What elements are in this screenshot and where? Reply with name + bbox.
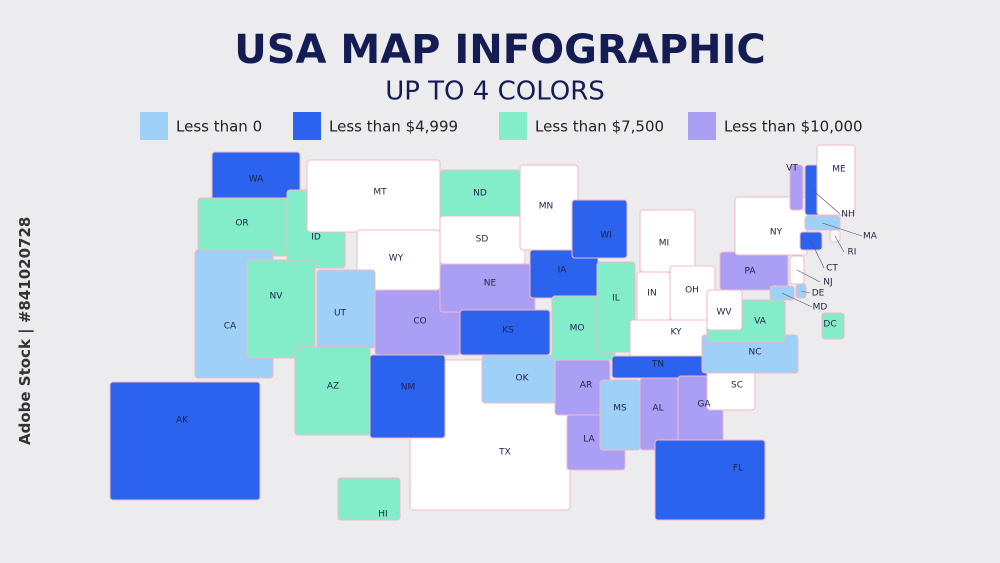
state-label: OK: [516, 374, 530, 384]
state-shape: [629, 319, 711, 359]
state-label: WI: [600, 231, 612, 241]
state-label: IA: [558, 266, 568, 276]
state-label: WA: [249, 175, 264, 185]
state-label: MD: [813, 303, 828, 313]
state-label: MS: [613, 404, 627, 414]
state-label: IL: [612, 294, 620, 304]
state-label: VT: [786, 164, 798, 174]
state-label: NV: [270, 292, 284, 302]
state-shape: [109, 381, 261, 501]
state-label: CT: [826, 264, 838, 274]
state-shape: [816, 144, 856, 216]
state-label: WY: [389, 254, 404, 264]
state-label: ID: [311, 233, 321, 243]
title: USA MAP INFOGRAPHIC: [234, 27, 765, 73]
state-label: OR: [235, 219, 248, 229]
state-label: TN: [651, 360, 664, 370]
state-shape: [571, 199, 628, 259]
state-label: OH: [685, 286, 699, 296]
state-label: MO: [570, 324, 585, 334]
state-label: MI: [659, 239, 669, 249]
state-label: NY: [770, 228, 783, 238]
state-label: NE: [484, 279, 497, 289]
state-label: ND: [473, 189, 487, 199]
state-label: GA: [697, 400, 711, 410]
leader-line: [781, 292, 813, 308]
state-label: VA: [754, 317, 767, 327]
leader-line: [796, 269, 821, 283]
state-label: AL: [652, 404, 663, 414]
state-label: HI: [378, 510, 387, 520]
state-shape: [789, 164, 804, 211]
legend-swatch: [499, 112, 527, 140]
subtitle: UP TO 4 COLORS: [385, 77, 605, 107]
legend-label: Less than 0: [176, 118, 262, 136]
watermark: Adobe Stock | #841020728: [16, 217, 35, 445]
state-label: MA: [863, 232, 878, 242]
state-label: SD: [476, 235, 489, 245]
state-shape: [654, 439, 766, 521]
state-shape: [337, 477, 401, 521]
leader-line: [810, 240, 825, 269]
state-label: RI: [848, 248, 857, 258]
state-label: CA: [224, 322, 237, 332]
state-label: NJ: [823, 278, 832, 288]
state-shape: [821, 312, 845, 340]
leader-line: [822, 222, 863, 237]
legend-label: Less than $4,999: [329, 118, 458, 136]
state-label: KS: [502, 326, 514, 336]
state-label: AR: [580, 381, 592, 391]
state-label: LA: [583, 435, 595, 445]
state-shape: [639, 377, 679, 451]
legend-label: Less than $10,000: [724, 118, 863, 136]
legend: Less than 0 Less than $4,999 Less than $7,…: [140, 112, 863, 140]
state-label: PA: [744, 267, 756, 277]
state-label: NM: [401, 383, 416, 393]
state-label: CO: [413, 317, 426, 327]
state-label: IN: [647, 289, 656, 299]
state-label: AZ: [327, 382, 339, 392]
state-label: FL: [733, 464, 743, 474]
state-shape: [599, 379, 641, 451]
state-label: KY: [670, 328, 682, 338]
state-label: AK: [176, 416, 189, 426]
legend-swatch: [688, 112, 716, 140]
state-label: DE: [812, 289, 825, 299]
state-label: MN: [539, 202, 554, 212]
state-label: TX: [498, 448, 511, 458]
state-label: WV: [716, 308, 732, 318]
state-label: SC: [731, 381, 743, 391]
leader-line: [812, 189, 841, 215]
state-label: DC: [823, 320, 836, 330]
state-shape: [369, 354, 446, 439]
state-label: NH: [841, 210, 855, 220]
state-shape: [246, 259, 316, 359]
map: TX WA OR CA ID NV MT WY UT AZ CO NM ND SD NE KS OK MN IA MO…: [109, 144, 878, 521]
legend-label: Less than $7,500: [535, 118, 664, 136]
legend-swatch: [140, 112, 168, 140]
legend-swatch: [293, 112, 321, 140]
state-label: MT: [373, 188, 387, 198]
state-label: NC: [748, 348, 761, 358]
state-shape: [596, 261, 636, 353]
leader-line: [800, 290, 811, 294]
leader-line: [834, 235, 845, 253]
state-label: ME: [832, 165, 846, 175]
state-label: UT: [334, 309, 347, 319]
